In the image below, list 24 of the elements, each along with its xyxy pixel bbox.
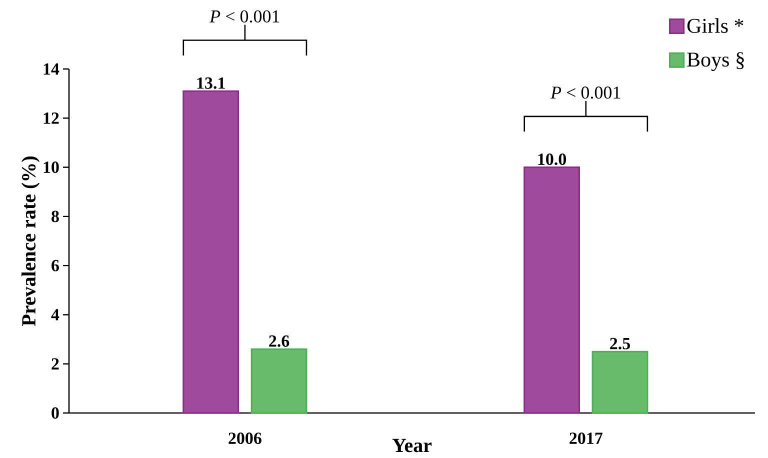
bar	[524, 166, 580, 414]
data-label: 10.0	[538, 154, 566, 166]
bar	[592, 350, 648, 414]
x-axis-title: Year	[392, 438, 432, 452]
y-axis-title: Prevalence rate (%)	[21, 156, 40, 326]
y-tick-label: 4	[51, 309, 60, 320]
y-tick-label: 8	[52, 210, 59, 222]
y-tick-label: 12	[44, 112, 59, 124]
y-tick-label: 14	[44, 63, 60, 75]
data-label: 13.1	[197, 77, 225, 89]
data-label: 2.5	[610, 338, 630, 350]
bar	[182, 90, 240, 414]
bar	[250, 348, 308, 414]
x-tick-label: 2017	[570, 432, 602, 444]
y-tick-label: 0	[52, 407, 59, 419]
legend-label: Girls *	[687, 18, 744, 33]
text: P < 0.001	[210, 10, 280, 23]
legend-label: Boys §	[687, 52, 744, 71]
y-tick-label: 6	[52, 260, 59, 272]
y-tick-label: 2	[52, 358, 59, 370]
data-label: 2.6	[269, 335, 290, 347]
annotation: P < 0.001	[550, 86, 620, 99]
y-tick-label: 10	[44, 162, 59, 174]
x-tick-label: 2006	[228, 432, 262, 444]
